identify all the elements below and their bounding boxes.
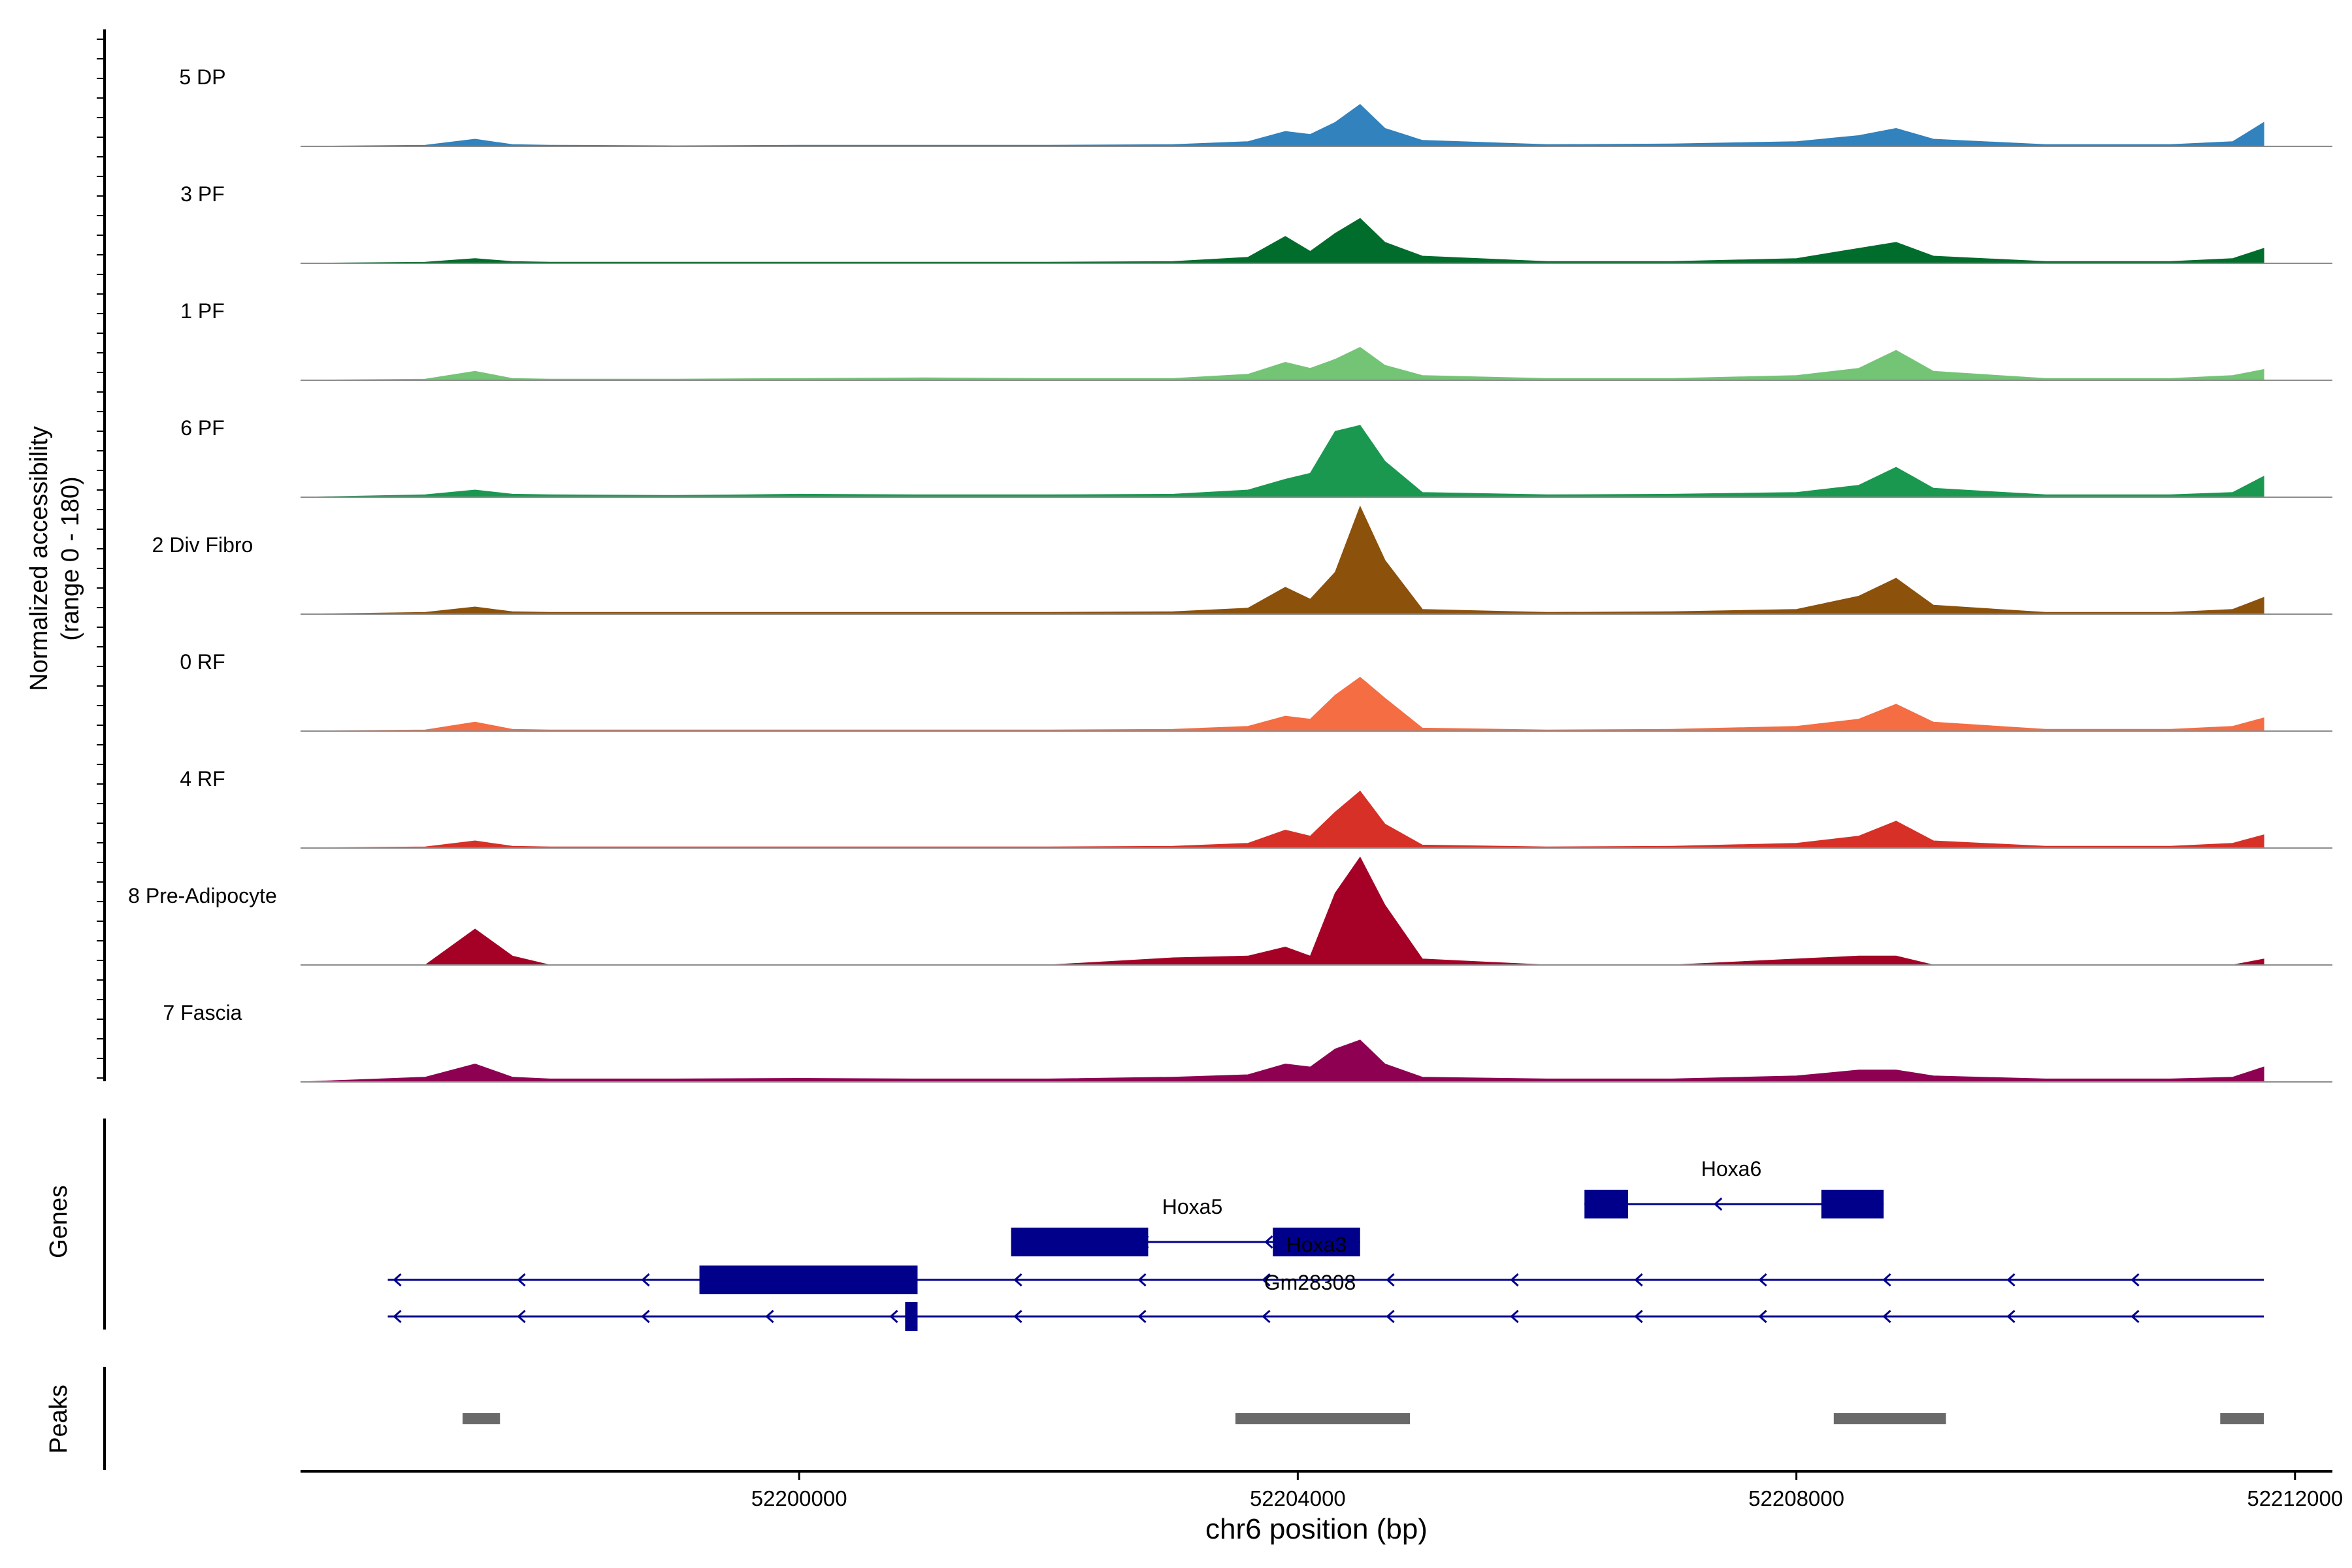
strand-arrow: [1262, 1309, 1271, 1324]
strand-arrow: [1634, 1273, 1643, 1287]
gene-exon: [905, 1302, 918, 1331]
strand-arrow: [1882, 1309, 1891, 1324]
track-label: 6 PF: [180, 416, 225, 440]
coverage-area: [300, 791, 2264, 849]
strand-arrow: [1262, 1273, 1271, 1287]
track-6-pf: 6 PF: [180, 416, 2332, 498]
coverage-area: [301, 857, 2264, 966]
strand-arrow: [1386, 1273, 1395, 1287]
gene-label-hoxa5: Hoxa5: [1162, 1195, 1223, 1218]
peaks-panel-label: Peaks: [45, 1384, 73, 1454]
strand-arrow: [517, 1309, 526, 1324]
track-7-fascia: 7 Fascia: [163, 1001, 2332, 1083]
genes-panel: Hoxa6 Hoxa5 Hoxa3 Gm28308: [387, 1157, 2264, 1331]
strand-arrow: [2006, 1273, 2016, 1287]
strand-arrow: [1634, 1309, 1643, 1324]
track-8-pre-adipocyte: 8 Pre-Adipocyte: [128, 857, 2332, 966]
strand-arrow: [393, 1273, 402, 1287]
strand-arrow: [1510, 1309, 1519, 1324]
x-tick-label: 52204000: [1250, 1486, 1346, 1511]
gene-exon: [1273, 1228, 1360, 1256]
strand-arrow: [1510, 1273, 1519, 1287]
track-4-rf: 4 RF: [180, 767, 2332, 849]
track-1-pf: 1 PF: [180, 299, 2332, 381]
strand-arrow: [1758, 1309, 1767, 1324]
coverage-area: [300, 1039, 2264, 1083]
coverage-area: [300, 218, 2264, 264]
peak-region: [1235, 1413, 1411, 1424]
gene-hoxa3: [387, 1266, 2264, 1294]
strand-arrow: [1264, 1235, 1273, 1249]
strand-arrow: [1137, 1309, 1147, 1324]
strand-arrow: [2006, 1309, 2016, 1324]
coverage-area: [300, 676, 2264, 732]
coverage-y-axis-label-line2: (range 0 - 180): [57, 476, 84, 640]
x-axis-title: chr6 position (bp): [1205, 1513, 1428, 1545]
strand-arrow: [393, 1309, 402, 1324]
gene-exon: [1011, 1228, 1149, 1256]
strand-arrow: [641, 1273, 650, 1287]
track-label: 8 Pre-Adipocyte: [128, 884, 277, 907]
track-label: 2 Div Fibro: [152, 533, 253, 557]
genes-panel-label: Genes: [45, 1185, 73, 1258]
gene-gm28308: [387, 1302, 2264, 1331]
gene-exon: [699, 1266, 918, 1294]
strand-arrow: [2131, 1273, 2140, 1287]
strand-arrow: [1013, 1309, 1022, 1324]
x-axis-ticks: 52200000 52204000 52208000 52212000: [751, 1471, 2343, 1511]
track-2-div-fibro: 2 Div Fibro: [152, 505, 2332, 615]
track-label: 7 Fascia: [163, 1001, 242, 1024]
track-label: 4 RF: [180, 767, 225, 791]
coverage-area: [300, 505, 2264, 615]
track-label: 5 DP: [179, 65, 225, 89]
gene-label-gm28308: Gm28308: [1264, 1271, 1356, 1294]
strand-arrow: [517, 1273, 526, 1287]
track-label: 1 PF: [180, 299, 225, 323]
strand-arrow: [2131, 1309, 2140, 1324]
gene-exon: [1821, 1190, 1884, 1218]
peak-region: [1833, 1413, 1946, 1424]
strand-arrow: [1882, 1273, 1891, 1287]
peak-region: [2220, 1413, 2264, 1424]
strand-arrow: [1386, 1309, 1395, 1324]
track-3-pf: 3 PF: [180, 182, 2332, 264]
coverage-y-axis-label: Normalized accessibility (range 0 - 180): [25, 426, 84, 691]
strand-arrow: [889, 1309, 898, 1324]
peak-region: [463, 1413, 500, 1424]
strand-arrow: [1713, 1197, 1723, 1211]
track-5-dp: 5 DP: [179, 65, 2332, 147]
coverage-tracks: 5 DP 3 PF 1 PF 6 PF 2 Div Fibro 0 RF 4 RF 8 Pre…: [128, 65, 2332, 1083]
strand-arrow: [1013, 1273, 1022, 1287]
track-label: 3 PF: [180, 182, 225, 206]
gene-exon: [1584, 1190, 1628, 1218]
peaks-panel: [463, 1413, 2264, 1424]
strand-arrow: [765, 1309, 774, 1324]
coverage-area: [300, 104, 2264, 147]
track-label: 0 RF: [180, 650, 225, 674]
coverage-y-axis-label-line1: Normalized accessibility: [25, 426, 53, 691]
x-tick-label: 52200000: [751, 1486, 847, 1511]
track-0-rf: 0 RF: [180, 650, 2332, 732]
x-tick-label: 52212000: [2247, 1486, 2343, 1511]
coverage-area: [300, 347, 2264, 381]
gene-label-hoxa6: Hoxa6: [1701, 1157, 1762, 1181]
strand-arrow: [641, 1309, 650, 1324]
strand-arrow: [1137, 1273, 1147, 1287]
x-tick-label: 52208000: [1748, 1486, 1844, 1511]
gene-label-hoxa3: Hoxa3: [1286, 1233, 1347, 1256]
coverage-y-axis-ticks: [97, 39, 105, 1079]
gene-hoxa5: [1011, 1228, 1360, 1256]
coverage-area: [300, 425, 2264, 498]
strand-arrow: [1758, 1273, 1767, 1287]
gene-hoxa6: [1584, 1190, 1884, 1218]
